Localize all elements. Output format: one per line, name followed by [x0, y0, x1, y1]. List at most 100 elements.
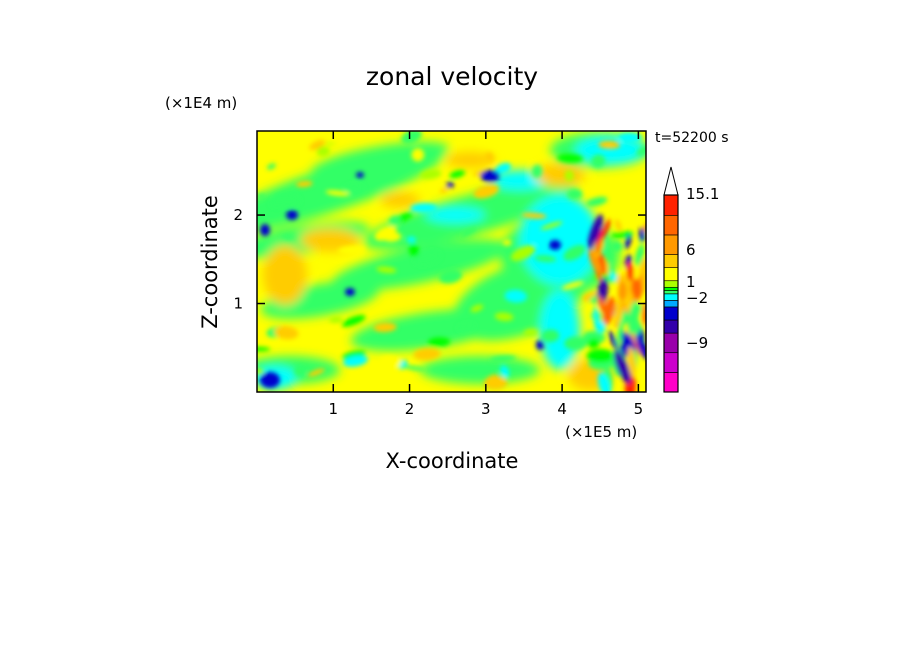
field-region [344, 184, 365, 195]
plot-frame [256, 130, 647, 393]
x-tick-label: 3 [481, 400, 491, 418]
colorbar-segment [663, 254, 679, 268]
field-region [401, 365, 426, 371]
field-region [341, 350, 366, 360]
field-region [457, 322, 476, 332]
field-region [566, 188, 583, 200]
field-region [563, 245, 586, 261]
field-region [406, 236, 416, 243]
field-region [642, 302, 646, 327]
colorbar-label: 1 [686, 273, 696, 291]
field-region [383, 232, 402, 242]
field-region [494, 162, 512, 175]
field-region [300, 228, 360, 252]
field-region [309, 139, 326, 151]
field-region [624, 234, 632, 250]
field-region [627, 300, 640, 335]
field-region [582, 330, 606, 344]
field-region [410, 203, 438, 213]
field-region [598, 140, 621, 149]
field-region [260, 372, 280, 388]
field-region [502, 239, 512, 246]
field-region [549, 240, 561, 250]
colorbar-label: −2 [686, 289, 708, 307]
chart-title: zonal velocity [366, 62, 538, 91]
field-region [420, 169, 442, 180]
field-region [427, 337, 451, 347]
y-axis: 12 [233, 206, 646, 313]
velocity-field [257, 131, 646, 392]
field-region [376, 266, 397, 274]
field-region [593, 305, 598, 330]
field-region [337, 245, 366, 255]
field-region [535, 163, 585, 187]
field-region [575, 136, 645, 164]
colorbar-segment [663, 352, 679, 373]
colorbar-segment [663, 293, 679, 301]
field-region [611, 241, 623, 252]
colorbar-label: 6 [686, 241, 696, 259]
field-region [608, 330, 618, 351]
field-region [379, 355, 402, 368]
field-region [627, 346, 636, 378]
field-region [307, 368, 325, 377]
field-region [345, 288, 355, 296]
field-region [281, 234, 293, 240]
field-region [260, 224, 270, 236]
field-region [480, 170, 500, 182]
field-region [316, 146, 331, 157]
field-region [597, 372, 611, 392]
field-region [599, 219, 611, 242]
colorbar-frame [663, 194, 679, 393]
field-region [597, 295, 608, 319]
field-region [411, 148, 425, 162]
field-region [380, 192, 420, 208]
colorbar-segment [663, 306, 679, 321]
field-region [541, 329, 560, 343]
turbulent-zone [587, 214, 646, 392]
field-region [602, 296, 616, 326]
field-region [257, 193, 266, 198]
colorbar-label: 15.1 [686, 185, 719, 203]
field-region [438, 269, 463, 284]
field-region [540, 290, 580, 370]
field-region [489, 355, 517, 362]
field-region [439, 187, 449, 194]
field-region [614, 274, 630, 285]
field-region [350, 308, 510, 352]
field-region [635, 244, 645, 266]
x-axis: 1 2 3 4 5 [329, 131, 644, 418]
field-region [295, 180, 313, 188]
field-region [325, 190, 350, 197]
field-region [618, 132, 642, 143]
field-region [356, 172, 364, 178]
field-region [520, 195, 600, 285]
y-tick-label: 2 [233, 206, 243, 224]
field-region [556, 153, 584, 163]
field-region [636, 145, 646, 156]
field-region [613, 350, 631, 384]
field-region [473, 184, 499, 199]
field-region [523, 329, 538, 336]
field-region [591, 154, 606, 168]
field-region [564, 336, 588, 351]
x-axis-title: X-coordinate [386, 449, 519, 473]
field-region [510, 245, 536, 261]
colorbar-segment [663, 267, 679, 282]
field-region [631, 278, 643, 299]
field-region [294, 365, 306, 377]
field-region [420, 356, 540, 384]
field-region [561, 281, 584, 290]
field-region [595, 320, 606, 333]
field-region [596, 228, 602, 255]
x-tick-label: 5 [634, 400, 644, 418]
field-region [401, 131, 422, 144]
field-region [617, 281, 627, 303]
field-region [266, 163, 276, 170]
field-region [534, 255, 557, 263]
field-region [609, 271, 618, 283]
time-label: t=52200 s [655, 130, 729, 146]
colorbar-segment [663, 290, 679, 295]
x-tick-label: 4 [557, 400, 567, 418]
field-region [388, 215, 401, 227]
